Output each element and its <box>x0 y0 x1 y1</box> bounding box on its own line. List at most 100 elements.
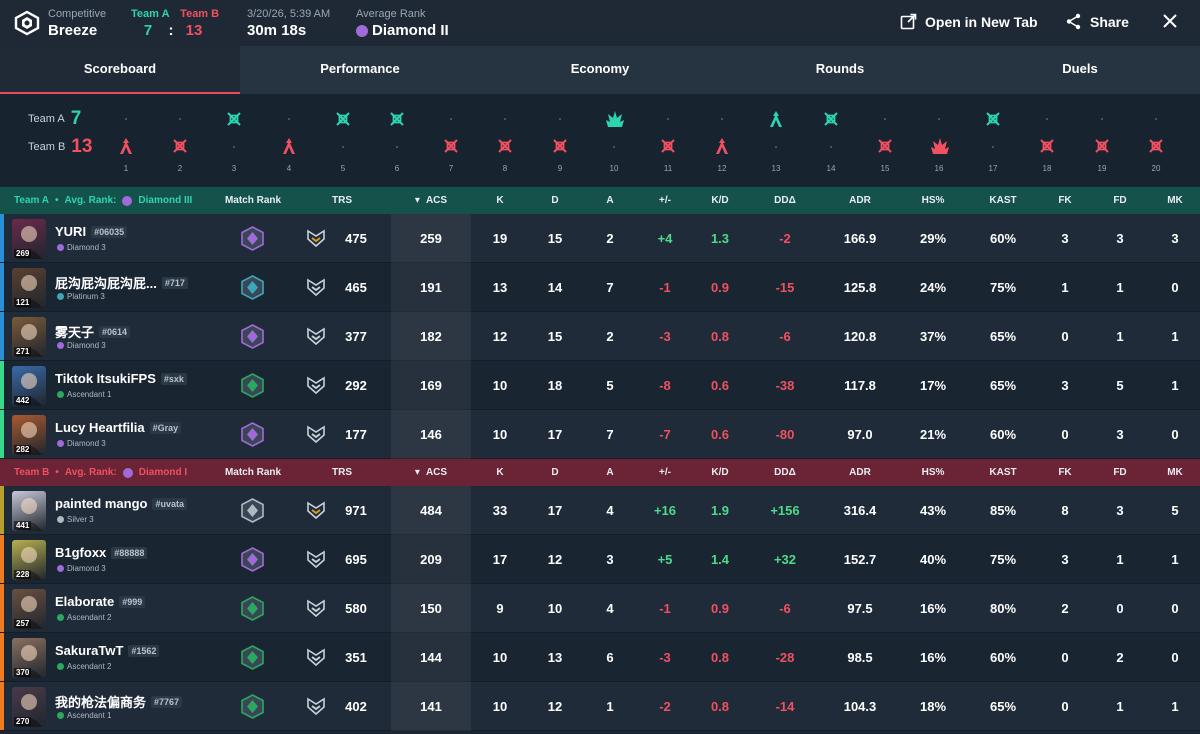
player-name-block[interactable]: YURI #06035 <box>55 224 128 239</box>
col-pm[interactable]: +/- <box>659 467 671 478</box>
player-name-block[interactable]: B1gfoxx #88888 <box>55 545 148 560</box>
share-button[interactable]: Share <box>1065 13 1129 30</box>
round-19[interactable]: 19 <box>1091 94 1113 186</box>
round-16[interactable]: 16 <box>928 94 950 186</box>
col-dd[interactable]: DDΔ <box>774 195 796 206</box>
col-a[interactable]: A <box>606 467 614 478</box>
player-current-rank: Ascendant 1 <box>57 711 111 720</box>
mode-label: Competitive <box>48 8 107 20</box>
round-8[interactable]: 8 <box>494 94 516 186</box>
open-in-new-tab-label: Open in New Tab <box>925 13 1038 30</box>
col-hs[interactable]: HS% <box>921 195 945 206</box>
round-13[interactable]: 13 <box>765 94 787 186</box>
round-20[interactable]: 20 <box>1145 94 1167 186</box>
player-row[interactable]: 269 YURI #06035 Diamond 3 475 259 19 15 2 +4 1.… <box>0 214 1200 263</box>
round-number: 16 <box>934 164 944 173</box>
round-3[interactable]: 3 <box>223 94 245 186</box>
bullet-separator: • <box>55 195 59 206</box>
tab-performance[interactable]: Performance <box>320 61 400 76</box>
avg-rank-block: Average Rank Diamond II <box>356 8 449 41</box>
player-color-bar <box>0 312 4 360</box>
col-match-rank[interactable]: Match Rank <box>224 467 282 478</box>
account-level: 442 <box>14 396 32 405</box>
col-adr[interactable]: ADR <box>849 467 871 478</box>
round-12[interactable]: 12 <box>711 94 733 186</box>
player-rank-text: Ascendant 1 <box>67 390 112 399</box>
player-name-block[interactable]: SakuraTwT #1562 <box>55 643 160 658</box>
col-d[interactable]: D <box>551 195 559 206</box>
round-5[interactable]: 5 <box>332 94 354 186</box>
player-row[interactable]: 282 Lucy Heartfilia #Gray Diamond 3 177 14… <box>0 410 1200 459</box>
col-kd[interactable]: K/D <box>711 467 729 478</box>
round-6[interactable]: 6 <box>386 94 408 186</box>
col-kast[interactable]: KAST <box>989 195 1017 206</box>
round-15[interactable]: 15 <box>874 94 896 186</box>
player-row[interactable]: 121 屁沟屁沟屁沟屁... #717 Platinum 3 465 191 13 14… <box>0 263 1200 312</box>
col-kd[interactable]: K/D <box>711 195 729 206</box>
rank-mini-icon <box>57 516 64 523</box>
col-a[interactable]: A <box>606 195 614 206</box>
col-trs[interactable]: TRS <box>332 195 352 206</box>
round-17[interactable]: 17 <box>982 94 1004 186</box>
col-hs[interactable]: HS% <box>921 467 945 478</box>
col-dd[interactable]: DDΔ <box>774 467 796 478</box>
col-fd[interactable]: FD <box>1113 195 1127 206</box>
player-name-block[interactable]: Elaborate #999 <box>55 594 146 609</box>
account-level: 270 <box>14 717 32 726</box>
round-14[interactable]: 14 <box>820 94 842 186</box>
player-row[interactable]: 228 B1gfoxx #88888 Diamond 3 695 209 17 12 3 +… <box>0 535 1200 584</box>
col-adr[interactable]: ADR <box>849 195 871 206</box>
col-k[interactable]: K <box>496 195 504 206</box>
col-d[interactable]: D <box>551 467 559 478</box>
player-current-rank: Diamond 3 <box>57 341 106 350</box>
col-acs[interactable]: ▾ ACS <box>391 459 471 486</box>
player-row[interactable]: 370 SakuraTwT #1562 Ascendant 2 351 144 10 1… <box>0 633 1200 682</box>
player-rank-text: Ascendant 1 <box>67 711 112 720</box>
player-name-block[interactable]: 屁沟屁沟屁沟屁... #717 <box>55 273 188 292</box>
round-4[interactable]: 4 <box>278 94 300 186</box>
player-current-rank: Ascendant 2 <box>57 613 111 622</box>
player-row[interactable]: 270 我的枪法偏商务 #7767 Ascendant 1 402 141 10 12 1… <box>0 682 1200 731</box>
tab-scoreboard[interactable]: Scoreboard <box>0 46 240 94</box>
round-1[interactable]: 1 <box>115 94 137 186</box>
player-name-block[interactable]: Tiktok ItsukiFPS #sxk <box>55 371 187 386</box>
col-fk[interactable]: FK <box>1058 467 1072 478</box>
player-row[interactable]: 257 Elaborate #999 Ascendant 2 580 150 9 10 4… <box>0 584 1200 633</box>
tab-rounds[interactable]: Rounds <box>815 61 865 76</box>
cell-hs: 24% <box>919 280 947 295</box>
player-name-block[interactable]: 雾天子 #0614 <box>55 322 131 341</box>
col-k[interactable]: K <box>496 467 504 478</box>
match-datetime: 3/20/26, 5:39 AM <box>247 8 331 20</box>
tab-duels[interactable]: Duels <box>1062 61 1098 76</box>
col-mk[interactable]: MK <box>1167 467 1183 478</box>
player-row[interactable]: 271 雾天子 #0614 Diamond 3 377 182 12 15 2 -3 0.8 -… <box>0 312 1200 361</box>
round-18[interactable]: 18 <box>1036 94 1058 186</box>
close-button[interactable] <box>1162 13 1178 29</box>
col-trs[interactable]: TRS <box>332 467 352 478</box>
col-mk[interactable]: MK <box>1167 195 1183 206</box>
open-in-new-tab-button[interactable]: Open in New Tab <box>900 13 1038 30</box>
player-row[interactable]: 442 Tiktok ItsukiFPS #sxk Ascendant 1 292… <box>0 361 1200 410</box>
col-match-rank[interactable]: Match Rank <box>224 195 282 206</box>
round-10[interactable]: 10 <box>603 94 625 186</box>
tab-economy[interactable]: Economy <box>570 61 630 76</box>
round-7[interactable]: 7 <box>440 94 462 186</box>
round-11[interactable]: 11 <box>657 94 679 186</box>
col-acs[interactable]: ▾ ACS <box>391 187 471 214</box>
sort-desc-icon: ▾ <box>414 195 420 206</box>
col-kast[interactable]: KAST <box>989 467 1017 478</box>
player-name: YURI <box>55 224 87 239</box>
col-fd[interactable]: FD <box>1113 467 1127 478</box>
round-skull-icon <box>659 137 677 155</box>
round-2[interactable]: 2 <box>169 94 191 186</box>
cell-hs: 37% <box>919 329 947 344</box>
col-fk[interactable]: FK <box>1058 195 1072 206</box>
round-9[interactable]: 9 <box>549 94 571 186</box>
cell-acs: 191 <box>420 280 442 295</box>
col-pm[interactable]: +/- <box>659 195 671 206</box>
player-name-block[interactable]: 我的枪法偏商务 #7767 <box>55 692 183 711</box>
player-name-block[interactable]: painted mango #uvata <box>55 496 187 511</box>
player-name-block[interactable]: Lucy Heartfilia #Gray <box>55 420 182 435</box>
avg-rank-label: Average Rank <box>356 8 426 20</box>
player-row[interactable]: 441 painted mango #uvata Silver 3 971 484 3… <box>0 486 1200 535</box>
